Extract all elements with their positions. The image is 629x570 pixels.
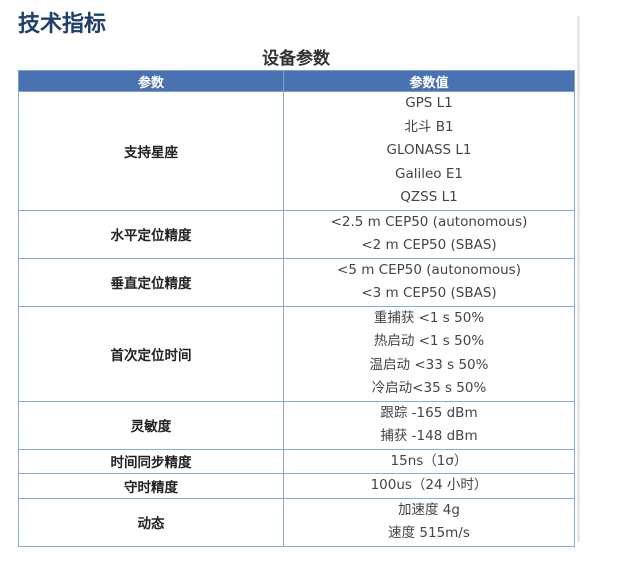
table-row: 动态 加速度 4g 速度 515m/s: [18, 497, 575, 547]
column-header-param: 参数: [18, 70, 284, 92]
table-row: 守时精度 100us（24 小时）: [18, 473, 575, 499]
row-value: 15ns（1σ）: [390, 452, 468, 469]
row-values: <2.5 m CEP50 (autonomous) <2 m CEP50 (SB…: [283, 209, 575, 259]
row-value: 速度 515m/s: [388, 525, 470, 541]
row-value: 冷启动<35 s 50%: [371, 380, 487, 396]
row-value: 捕获 -148 dBm: [380, 428, 478, 444]
table-row: 灵敏度 跟踪 -165 dBm 捕获 -148 dBm: [18, 400, 575, 450]
row-value: 温启动 <33 s 50%: [369, 356, 489, 373]
row-value: GPS L1: [405, 95, 453, 111]
column-header-value: 参数值: [283, 70, 575, 92]
row-label: 首次定位时间: [18, 305, 284, 402]
row-values: GPS L1 北斗 B1 GLONASS L1 Galileo E1 QZSS …: [283, 91, 575, 211]
row-label: 支持星座: [18, 91, 284, 211]
row-value: <5 m CEP50 (autonomous): [337, 261, 521, 278]
row-value: 热启动 <1 s 50%: [373, 333, 485, 349]
row-value: 加速度 4g: [398, 501, 460, 518]
table-header-row: 参数 参数值: [18, 70, 575, 92]
table-row: 垂直定位精度 <5 m CEP50 (autonomous) <3 m CEP5…: [18, 257, 575, 307]
table-row: 水平定位精度 <2.5 m CEP50 (autonomous) <2 m CE…: [18, 209, 575, 259]
scrollbar-track: [577, 16, 580, 542]
row-value: GLONASS L1: [386, 142, 472, 158]
row-label: 垂直定位精度: [18, 257, 284, 307]
row-values: 跟踪 -165 dBm 捕获 -148 dBm: [283, 400, 575, 450]
table-row: 首次定位时间 重捕获 <1 s 50% 热启动 <1 s 50% 温启动 <33…: [18, 305, 575, 402]
row-values: <5 m CEP50 (autonomous) <3 m CEP50 (SBAS…: [283, 257, 575, 307]
row-value: 重捕获 <1 s 50%: [373, 309, 485, 326]
row-value: 跟踪 -165 dBm: [380, 404, 478, 421]
row-values: 加速度 4g 速度 515m/s: [283, 497, 575, 547]
table-row: 支持星座 GPS L1 北斗 B1 GLONASS L1 Galileo E1 …: [18, 91, 575, 211]
row-label: 水平定位精度: [18, 209, 284, 259]
row-label: 灵敏度: [18, 400, 284, 450]
row-value: <2 m CEP50 (SBAS): [361, 237, 497, 253]
row-value: Galileo E1: [395, 165, 463, 182]
row-value: <2.5 m CEP50 (autonomous): [330, 213, 528, 230]
page-title: 技术指标: [18, 12, 107, 37]
row-value: 北斗 B1: [404, 118, 454, 135]
row-values: 重捕获 <1 s 50% 热启动 <1 s 50% 温启动 <33 s 50% …: [283, 305, 575, 402]
row-values: 100us（24 小时）: [283, 473, 575, 499]
table-row: 时间同步精度 15ns（1σ）: [18, 448, 575, 474]
row-value: QZSS L1: [400, 189, 458, 205]
row-label: 动态: [18, 497, 284, 547]
row-value: 100us（24 小时）: [370, 477, 488, 493]
row-value: <3 m CEP50 (SBAS): [361, 285, 497, 301]
table-title: 设备参数: [262, 49, 330, 69]
row-label: 守时精度: [18, 473, 284, 499]
row-values: 15ns（1σ）: [283, 448, 575, 474]
row-label: 时间同步精度: [18, 448, 284, 474]
spec-table: 参数 参数值 支持星座 GPS L1 北斗 B1 GLONASS L1 Gali…: [18, 70, 575, 547]
